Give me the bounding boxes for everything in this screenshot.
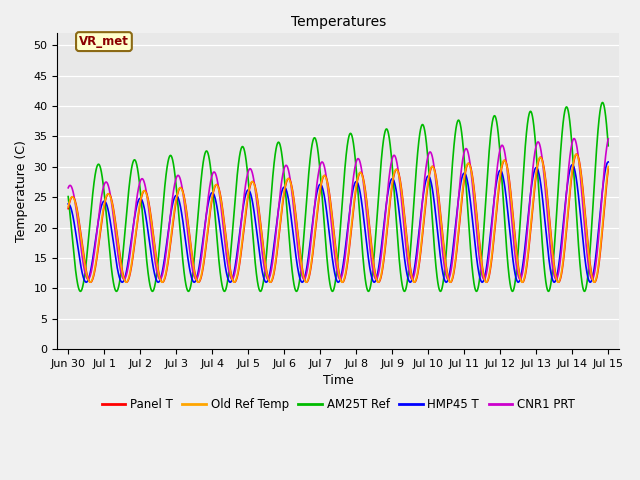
AM25T Ref [271,156,278,162]
CNR1 PRT [467,170,475,176]
HMP45 T [65,201,72,207]
Old Ref Temp [415,257,423,263]
Panel T [65,206,72,212]
CNR1 PRT [65,185,72,191]
AM25T Ref [604,143,612,149]
CNR1 PRT [415,231,423,237]
AM25T Ref [436,288,444,294]
Old Ref Temp [467,168,475,174]
AM25T Ref [598,100,606,106]
CNR1 PRT [388,156,396,162]
AM25T Ref [415,133,423,139]
AM25T Ref [508,288,516,294]
AM25T Ref [467,255,475,261]
Old Ref Temp [508,207,516,213]
Panel T [415,259,423,265]
HMP45 T [163,243,170,249]
Line: AM25T Ref: AM25T Ref [68,103,608,291]
Title: Temperatures: Temperatures [291,15,386,29]
Line: Old Ref Temp: Old Ref Temp [68,154,608,282]
CNR1 PRT [271,243,278,249]
AM25T Ref [65,194,72,200]
Panel T [388,183,396,189]
Line: CNR1 PRT: CNR1 PRT [68,139,608,279]
Legend: Panel T, Old Ref Temp, AM25T Ref, HMP45 T, CNR1 PRT: Panel T, Old Ref Temp, AM25T Ref, HMP45 … [97,393,579,415]
Old Ref Temp [163,268,170,274]
Panel T [163,270,170,276]
Panel T [467,167,475,172]
CNR1 PRT [604,136,612,142]
Panel T [573,151,580,157]
Panel T [508,205,516,211]
Old Ref Temp [590,279,598,285]
HMP45 T [415,224,423,229]
AM25T Ref [163,170,170,176]
Text: VR_met: VR_met [79,35,129,48]
Line: Panel T: Panel T [68,154,608,282]
Old Ref Temp [271,265,278,271]
Old Ref Temp [604,164,612,169]
HMP45 T [508,252,516,258]
Panel T [604,167,612,172]
HMP45 T [604,159,612,165]
Old Ref Temp [572,151,580,157]
HMP45 T [271,237,278,242]
CNR1 PRT [570,136,578,142]
Old Ref Temp [65,204,72,210]
HMP45 T [467,206,475,212]
HMP45 T [388,176,396,181]
Line: HMP45 T: HMP45 T [68,162,608,282]
CNR1 PRT [588,276,596,282]
Old Ref Temp [388,181,396,187]
CNR1 PRT [163,248,170,254]
Y-axis label: Temperature (C): Temperature (C) [15,140,28,242]
CNR1 PRT [508,223,516,228]
AM25T Ref [388,161,396,167]
Panel T [411,279,419,285]
HMP45 T [262,279,270,285]
X-axis label: Time: Time [323,374,353,387]
Panel T [271,267,278,273]
